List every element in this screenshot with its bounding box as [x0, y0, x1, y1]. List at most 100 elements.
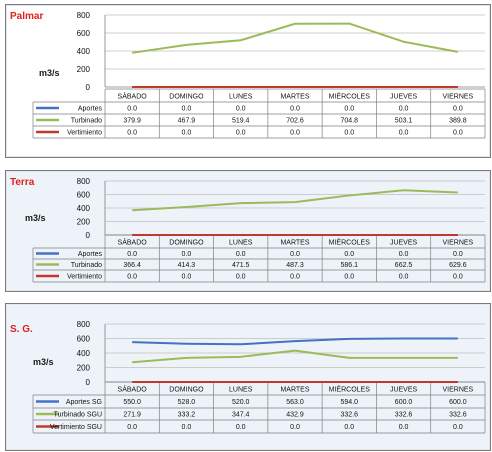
y-tick-label: 200: [77, 364, 91, 373]
series-name: Aportes: [78, 251, 103, 258]
category-label: VIERNES: [442, 240, 473, 247]
data-label: 519.4: [232, 118, 250, 125]
series-name: Vertimiento SGU: [50, 424, 102, 431]
data-label: 0.0: [236, 251, 246, 258]
line-chart: 0 200 400 600 800 SÁBADO DOMINGO LUNES MARTES MIÉ…: [32, 320, 486, 434]
series-name: Turbinado: [71, 118, 102, 125]
category-label: VIERNES: [442, 387, 473, 394]
data-label: 471.5: [232, 262, 250, 269]
data-label: 333.2: [178, 412, 196, 419]
data-label: 0.0: [453, 251, 463, 258]
data-label: 704.8: [341, 118, 359, 125]
data-label: 0.0: [344, 130, 354, 137]
category-label: LUNES: [229, 387, 253, 394]
data-label: 432.9: [286, 412, 304, 419]
category-label: VIERNES: [442, 94, 473, 101]
data-label: 0.0: [344, 251, 354, 258]
data-label: 0.0: [453, 106, 463, 113]
data-label: 332.6: [395, 412, 413, 419]
data-label: 0.0: [127, 251, 137, 258]
y-tick-label: 0: [86, 378, 91, 387]
data-label: 0.0: [344, 274, 354, 281]
y-tick-label: 400: [77, 204, 91, 213]
category-label: JUEVES: [390, 94, 418, 101]
data-label: 0.0: [182, 130, 192, 137]
data-label: 0.0: [182, 274, 192, 281]
data-label: 0.0: [290, 424, 300, 431]
data-label: 600.0: [395, 399, 413, 406]
data-label: 389.8: [449, 118, 467, 125]
y-tick-label: 0: [86, 83, 91, 92]
data-label: 594.0: [341, 399, 359, 406]
y-tick-label: 800: [77, 177, 91, 186]
data-label: 0.0: [290, 251, 300, 258]
line-chart: 0 200 400 600 800 SÁBADO DOMINGO LUNES MARTES MIÉ…: [32, 177, 486, 283]
data-label: 487.3: [286, 262, 304, 269]
data-label: 0.0: [399, 130, 409, 137]
data-label: 0.0: [344, 106, 354, 113]
y-tick-label: 200: [77, 218, 91, 227]
y-tick-label: 400: [77, 349, 91, 358]
y-tick-label: 800: [77, 11, 91, 20]
data-label: 0.0: [399, 251, 409, 258]
category-label: MARTES: [280, 240, 309, 247]
data-label: 629.6: [449, 262, 467, 269]
station-title: S. G.: [10, 324, 33, 335]
data-label: 347.4: [232, 412, 250, 419]
series-line: [131, 22, 459, 54]
data-label: 0.0: [399, 424, 409, 431]
category-label: LUNES: [229, 240, 253, 247]
y-axis-label: m3/s: [39, 68, 60, 78]
data-label: 332.6: [341, 412, 359, 419]
data-label: 0.0: [127, 424, 137, 431]
y-tick-label: 200: [77, 65, 91, 74]
data-label: 520.0: [232, 399, 250, 406]
category-label: MARTES: [280, 94, 309, 101]
data-label: 0.0: [236, 274, 246, 281]
series-name: Vertimiento: [67, 130, 102, 137]
data-label: 0.0: [236, 424, 246, 431]
y-tick-label: 600: [77, 29, 91, 38]
y-tick-label: 0: [86, 231, 91, 240]
data-label: 0.0: [127, 274, 137, 281]
chart-panel-palmar: Palmar m3/s 0 200 400 600 800 SÁBADO DOMINGO LU…: [5, 4, 491, 158]
category-label: MIÉRCOLES: [329, 92, 371, 101]
data-label: 0.0: [290, 130, 300, 137]
data-label: 0.0: [399, 106, 409, 113]
series-line: [132, 189, 458, 212]
data-label: 503.1: [395, 118, 413, 125]
category-label: JUEVES: [390, 240, 418, 247]
station-title: Terra: [10, 177, 35, 188]
category-label: MIÉRCOLES: [329, 385, 371, 394]
category-label: MARTES: [280, 387, 309, 394]
data-label: 550.0: [123, 399, 141, 406]
series-name: Turbinado SGU: [54, 412, 102, 419]
y-tick-label: 400: [77, 47, 91, 56]
category-label: SÁBADO: [118, 385, 148, 394]
category-label: SÁBADO: [118, 238, 148, 247]
data-label: 0.0: [182, 106, 192, 113]
data-label: 271.9: [123, 412, 141, 419]
data-label: 0.0: [127, 130, 137, 137]
data-label: 332.6: [449, 412, 467, 419]
data-label: 702.6: [286, 118, 304, 125]
category-label: DOMINGO: [169, 94, 204, 101]
data-label: 366.4: [123, 262, 141, 269]
data-label: 0.0: [182, 251, 192, 258]
y-tick-label: 800: [77, 320, 91, 329]
category-label: LUNES: [229, 94, 253, 101]
series-name: Vertimiento: [67, 274, 102, 281]
series-line: [132, 349, 458, 364]
data-label: 414.3: [178, 262, 196, 269]
y-tick-label: 600: [77, 191, 91, 200]
data-label: 0.0: [453, 424, 463, 431]
series-name: Aportes: [78, 106, 103, 113]
data-label: 379.9: [123, 118, 141, 125]
data-label: 662.5: [395, 262, 413, 269]
category-label: JUEVES: [390, 387, 418, 394]
category-label: SÁBADO: [118, 92, 148, 101]
chart-panel-terra: Terra m3/s 0 200 400 600 800 SÁBADO DOMINGO LUN…: [5, 170, 491, 292]
station-title: Palmar: [10, 11, 44, 22]
category-label: DOMINGO: [169, 240, 204, 247]
data-label: 0.0: [236, 106, 246, 113]
